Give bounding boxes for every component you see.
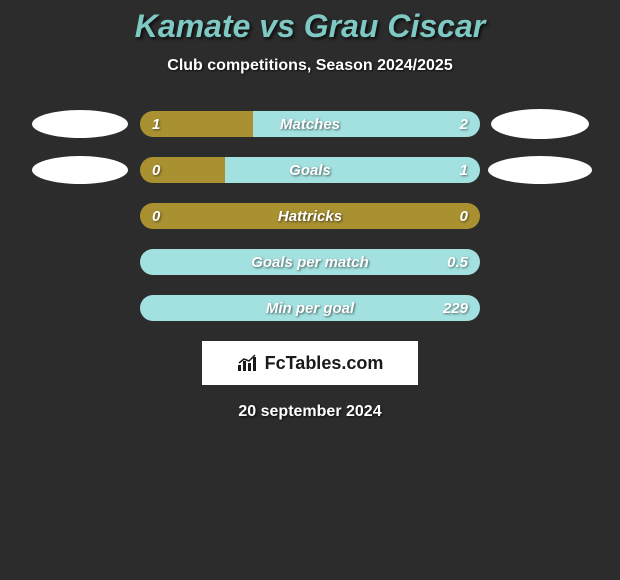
comparison-title: Kamate vs Grau Ciscar [0,0,620,45]
player2-name: Grau Ciscar [304,8,485,44]
player1-name: Kamate [135,8,251,44]
right-side [480,109,600,139]
player1-marker [32,156,128,184]
stats-rows: 12Matches 01Goals 00Hattricks 0.5Goals per … [0,111,620,321]
stat-row: 12Matches [0,111,620,137]
fctables-logo: FcTables.com [202,341,418,385]
chart-icon [237,354,259,372]
stat-bar: 00Hattricks [140,203,480,229]
right-side [480,156,600,184]
stat-row: 01Goals [0,157,620,183]
vs-text: vs [250,8,303,44]
left-side [20,156,140,184]
subtitle: Club competitions, Season 2024/2025 [0,57,620,75]
stat-row: 00Hattricks [0,203,620,229]
left-side [20,110,140,138]
stat-label: Goals per match [140,249,480,275]
logo-text: FcTables.com [265,353,384,374]
stat-bar: 01Goals [140,157,480,183]
date-text: 20 september 2024 [0,403,620,421]
player2-marker [491,109,589,139]
stat-row: 229Min per goal [0,295,620,321]
stat-bar: 229Min per goal [140,295,480,321]
stat-row: 0.5Goals per match [0,249,620,275]
stat-bar: 0.5Goals per match [140,249,480,275]
player2-marker [488,156,592,184]
stat-label: Matches [140,111,480,137]
stat-bar: 12Matches [140,111,480,137]
stat-label: Hattricks [140,203,480,229]
stat-label: Goals [140,157,480,183]
player1-marker [32,110,128,138]
stat-label: Min per goal [140,295,480,321]
